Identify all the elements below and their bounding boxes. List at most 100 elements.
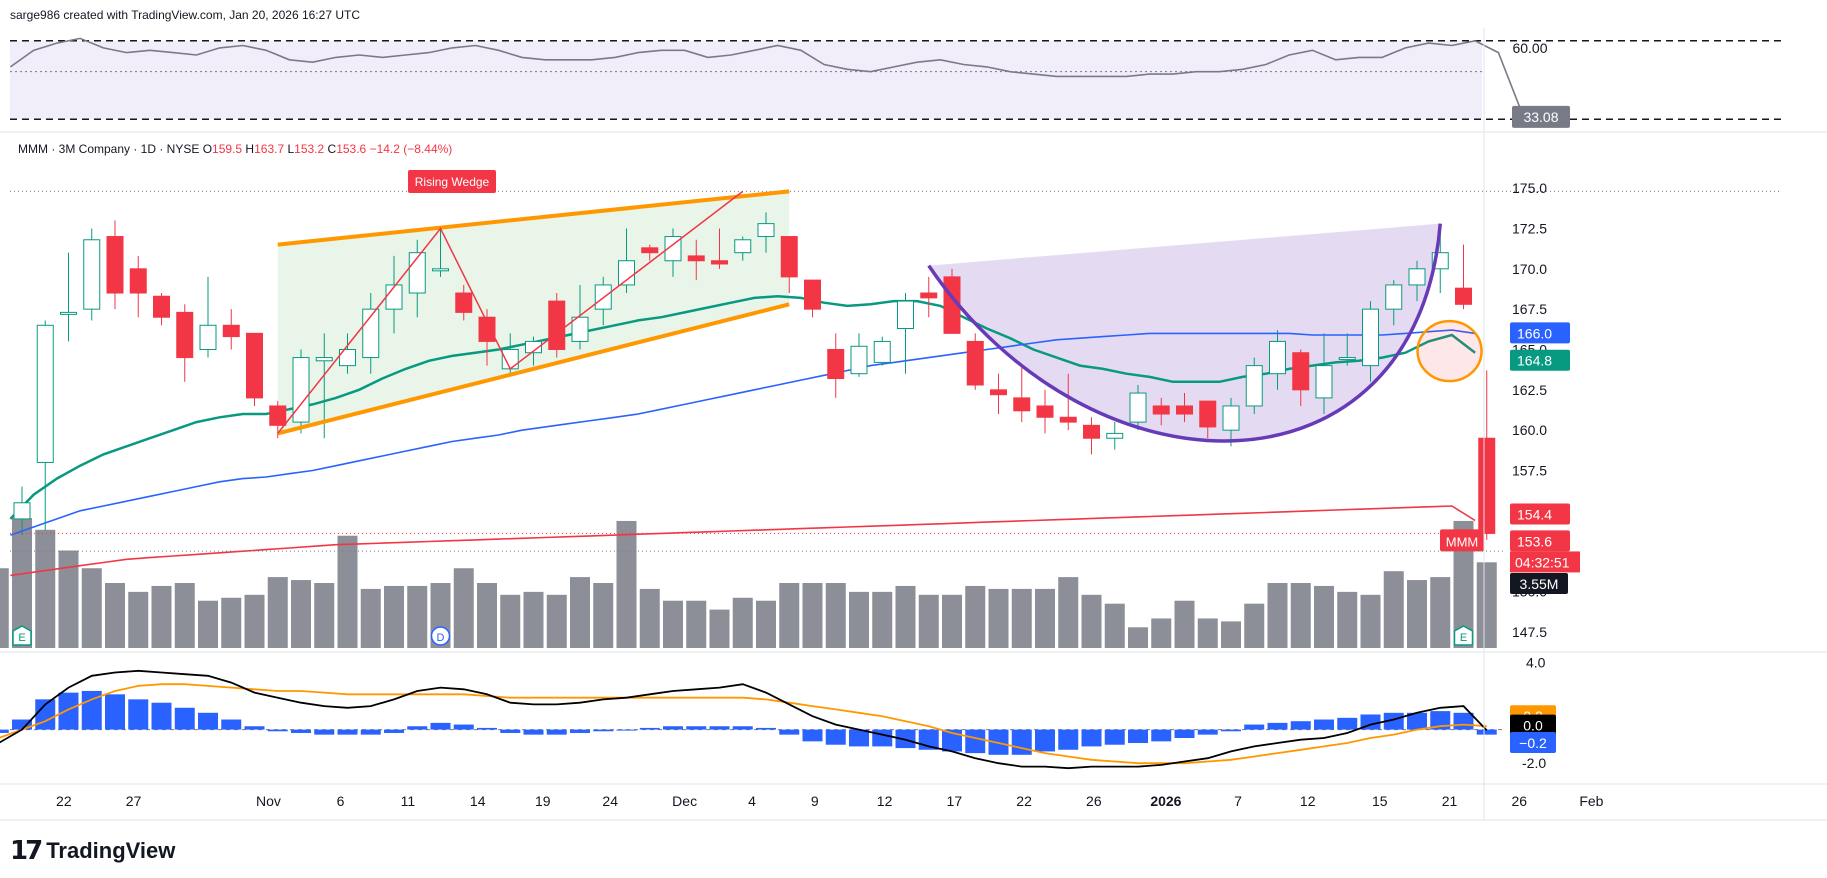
earnings-marker-label: E [1460,632,1467,644]
x-tick-label: 22 [1016,793,1032,809]
candle-body [827,348,845,380]
macd-value-badge [1510,714,1556,736]
macd-histogram-bar [1058,729,1079,750]
macd-histogram-bar [1081,729,1102,747]
volume-bar [500,594,521,648]
macd-histogram-bar [639,727,660,730]
candle-body [315,357,333,362]
x-tick-label: 26 [1512,793,1528,809]
volume-bar [1314,585,1334,648]
cup-fill [928,223,1441,441]
macd-histogram-bar [1128,729,1148,744]
macd-histogram-bar [663,726,683,730]
candle-body [1478,437,1496,534]
candle-body [804,279,821,310]
candle-body [687,255,705,262]
macd-histogram-bar [407,726,428,730]
x-tick-label: 17 [947,793,963,809]
macd-histogram-bar [198,712,218,730]
volume-bar [198,600,218,648]
rsi-tick-label: 60.00 [1512,40,1547,56]
candle-body [199,324,217,350]
candle-body [780,236,798,278]
price-tick-label: 175.0 [1512,180,1547,196]
countdown-label: 04:32:51 [1515,554,1570,570]
volume-bar [686,600,707,648]
macd-histogram-bar [1407,712,1427,730]
candle-body [1059,416,1077,423]
price-tick-label: 157.5 [1512,463,1547,479]
x-tick-label: 6 [337,793,345,809]
macd-histogram-bar [221,719,242,730]
price-pane: MMM · 3M Company · 1D · NYSE O159.5 H163… [0,142,1827,653]
x-tick-label: Dec [672,793,697,809]
candle-body [1269,340,1286,375]
candle-body [734,239,752,254]
volume-bar [593,583,614,648]
volume-bar [1337,591,1358,648]
volume-bar [1011,588,1032,648]
volume-bar [1383,571,1404,648]
candle-body [990,389,1007,396]
ticker-tag-badge [1440,529,1484,552]
macd-histogram-bar [151,702,172,730]
volume-bar [756,600,776,648]
volume-bar [1081,594,1102,648]
macd-histogram-bar [337,729,358,735]
macd-tick-label: 4.0 [1526,654,1546,670]
countdown-badge [1510,551,1580,573]
volume-bar [1453,520,1474,648]
candle-body [478,316,496,342]
macd-histogram-bar [453,724,474,730]
volume-bar [1244,603,1265,648]
dividend-marker-label: D [437,632,445,644]
price-tick-label: 167.5 [1512,301,1547,317]
price-tick-label: 162.5 [1512,382,1547,398]
volume-bar [1035,588,1055,648]
x-tick-label: 9 [811,793,819,809]
macd-histogram-bar [593,729,614,732]
candle-body [1013,397,1031,412]
candle-body [1222,405,1240,431]
candle-body [339,348,356,367]
price-tick-label: 172.5 [1512,220,1547,236]
macd-histogram-bar [1290,721,1311,730]
tradingview-logo[interactable]: 17 TradingView [10,836,175,866]
candle-body [897,300,914,330]
wedge-fill [277,191,790,434]
candle-body [1152,405,1170,415]
candle-body [176,311,194,359]
candle-body [641,247,659,254]
x-tick-label: 12 [877,793,893,809]
rsi-band [10,40,1482,120]
candle-body [60,311,77,315]
rsi-line [9,37,1523,113]
candle-body [83,239,101,310]
moving-average-line [9,294,1476,520]
candle-body [1385,284,1403,310]
ticker-tag: MMM [1446,534,1479,549]
candle-body [1292,352,1310,391]
macd-pane: 4.0-2.00.20.0−0.2 [0,654,1827,785]
macd-histogram-bar [12,719,32,730]
price-label: 166.0 [1517,325,1552,341]
volume-bar [639,588,660,648]
price-label: 164.8 [1517,353,1552,369]
macd-histogram-bar [267,729,288,732]
macd-histogram-bar [35,699,56,730]
volume-bar [384,585,404,648]
macd-histogram-bar [546,729,567,735]
x-tick-label: 2026 [1150,793,1181,809]
cup-curve [927,223,1442,443]
volume-bar [1476,562,1497,648]
volume-bar [407,585,428,648]
earnings-marker-icon [1453,625,1474,646]
macd-histogram-bar [872,729,893,747]
macd-histogram-bar [965,729,986,754]
candle-body [1036,405,1054,418]
macd-histogram-bar [732,726,753,730]
volume-bar [546,594,567,648]
price-label-badge [1510,530,1570,552]
volume-bar [337,535,358,648]
